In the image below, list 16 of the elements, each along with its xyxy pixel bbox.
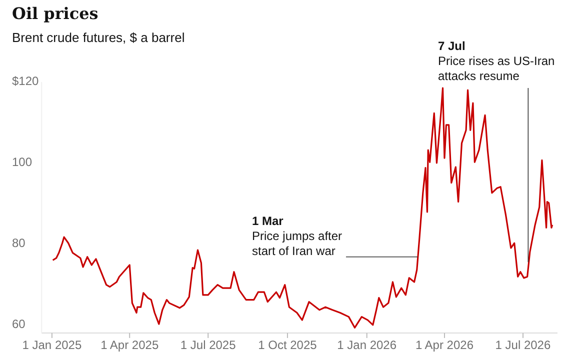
chart-title: Oil prices bbox=[12, 4, 98, 23]
x-tick-label: 1 Apr 2026 bbox=[415, 338, 474, 352]
line-series bbox=[52, 87, 554, 329]
y-tick-label: 60 bbox=[12, 317, 26, 332]
annotation: 7 Jul Price rises as US-Iran attacks resume bbox=[438, 39, 555, 83]
x-tick-label: 1 Jul 2026 bbox=[495, 338, 551, 352]
x-tick-label: 1 Jan 2025 bbox=[22, 338, 82, 352]
y-tick-label: $120 bbox=[12, 74, 40, 88]
chart-subtitle: Brent crude futures, $ a barrel bbox=[12, 30, 185, 45]
x-tick-label: 1 Jul 2025 bbox=[180, 338, 236, 352]
x-tick-label: 1 Jan 2026 bbox=[337, 338, 397, 352]
x-tick-label: 1 Oct 2025 bbox=[258, 338, 318, 352]
x-tick-label: 1 Apr 2025 bbox=[100, 338, 159, 352]
annotation: 1 Mar Price jumps after start of Iran war bbox=[252, 214, 342, 258]
y-tick-label: 80 bbox=[12, 236, 26, 250]
y-tick-label: 100 bbox=[12, 155, 32, 170]
